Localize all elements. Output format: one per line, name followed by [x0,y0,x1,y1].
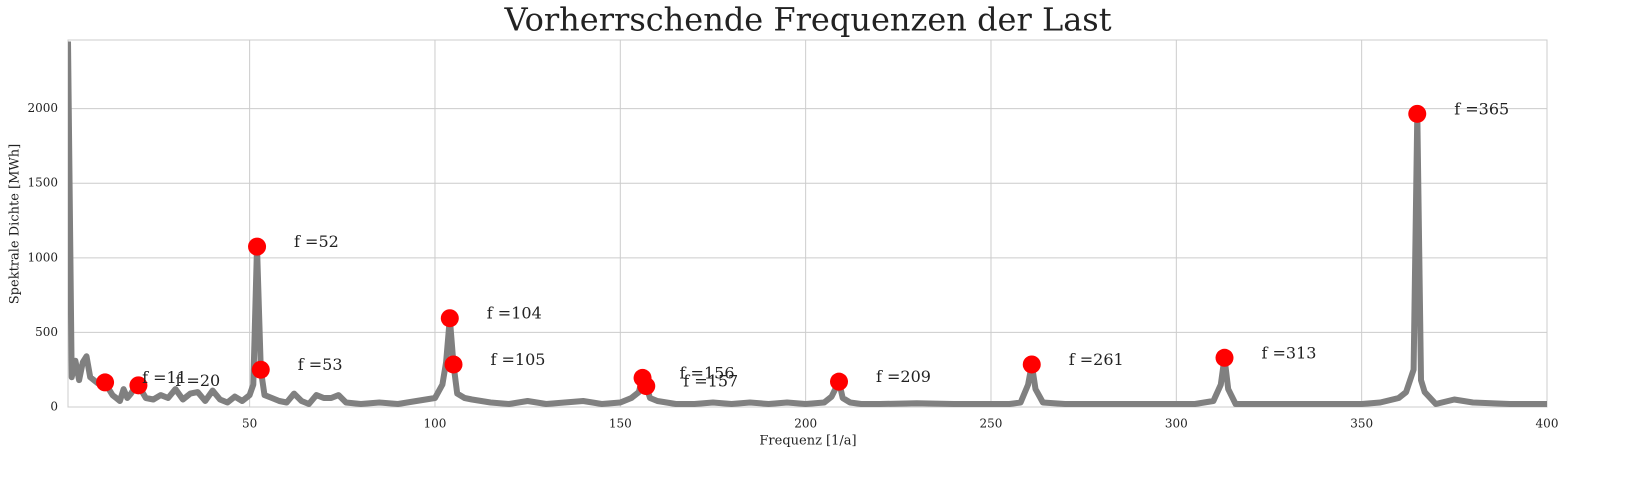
x-tick-label: 100 [424,417,447,431]
y-tick-label: 0 [50,400,58,414]
plot-frame [67,39,1548,408]
peak-point [1022,355,1041,374]
x-tick-label: 400 [1536,417,1559,431]
peak-annotation: f =105 [491,350,546,369]
x-tick-label: 150 [609,417,632,431]
peak-annotation: f =11 [142,368,187,387]
peak-point [251,360,270,379]
peak-annotation: f =20 [175,371,220,390]
y-tick-label: 1000 [27,250,58,264]
peak-point [444,355,463,374]
peak-annotation: f =313 [1262,343,1317,362]
peak-point [1215,348,1234,367]
chart-title: Vorherrschende Frequenzen der Last [503,1,1111,39]
peak-point [248,237,267,256]
peak-annotation: f =104 [487,304,542,323]
x-tick-label: 200 [794,417,817,431]
x-tick-label: 300 [1165,417,1188,431]
peak-point [1408,104,1427,123]
y-axis-label: Spektrale Dichte [MWh] [8,144,23,304]
peak-point [830,372,849,391]
peak-annotation: f =365 [1454,99,1509,118]
y-tick-label: 1500 [27,176,58,190]
peak-point [637,377,656,396]
y-tick-label: 500 [35,325,58,339]
y-tick-label: 2000 [27,101,58,115]
x-tick-label: 50 [242,417,257,431]
spectrum-line [68,41,1547,407]
peak-point [96,373,115,392]
peak-annotation: f =52 [294,232,339,251]
peak-annotation: f =156 [680,363,735,382]
peak-annotation: f =261 [1069,350,1124,369]
peak-annotation: f =53 [298,355,343,374]
x-tick-label: 350 [1350,417,1373,431]
x-tick-label: 250 [980,417,1003,431]
peak-annotation: f =157 [683,372,738,391]
peak-point [129,376,148,395]
peak-point [440,309,459,328]
x-axis-label: Frequenz [1/a] [759,434,856,449]
peak-annotation: f =209 [876,367,931,386]
